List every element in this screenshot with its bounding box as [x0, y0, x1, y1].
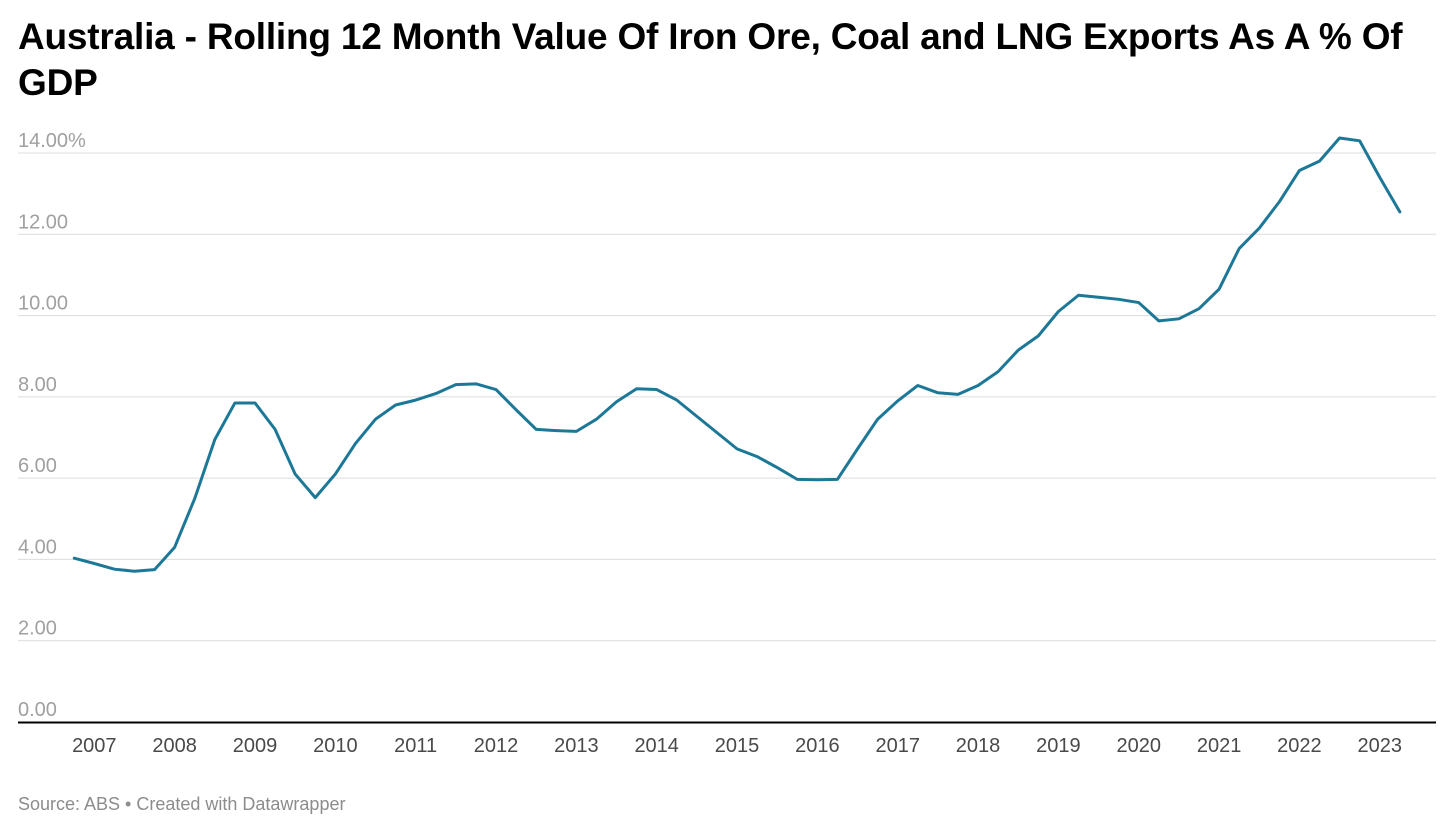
series-line [72, 136, 1402, 573]
x-tick-label: 2020 [1116, 735, 1161, 757]
y-tick-label: 0.00 [18, 699, 57, 721]
x-tick-label: 2018 [956, 735, 1001, 757]
x-tick-label: 2015 [715, 735, 760, 757]
x-tick-label: 2021 [1197, 735, 1242, 757]
source-note: Source: ABS • Created with Datawrapper [18, 794, 346, 814]
y-tick-label: 6.00 [18, 455, 57, 477]
x-tick-label: 2016 [795, 735, 840, 757]
x-tick-label: 2019 [1036, 735, 1081, 757]
x-tick-label: 2007 [72, 735, 117, 757]
x-tick-label: 2014 [634, 735, 679, 757]
chart-title: Australia - Rolling 12 Month Value Of Ir… [18, 16, 1403, 103]
y-tick-label: 12.00 [18, 211, 68, 233]
y-tick-label: 14.00% [18, 130, 86, 152]
x-tick-label: 2010 [313, 735, 358, 757]
series-layer [72, 136, 1402, 573]
x-tick-label: 2009 [233, 735, 278, 757]
x-tick-label: 2023 [1358, 735, 1403, 757]
x-tick-label: 2012 [474, 735, 519, 757]
x-axis-labels: 2007 2008 2009 2010 2011 2012 2013 2014 2015 2016… [72, 735, 1402, 757]
x-tick-label: 2008 [152, 735, 197, 757]
x-tick-label: 2017 [875, 735, 920, 757]
y-tick-label: 8.00 [18, 374, 57, 396]
y-tick-label: 2.00 [18, 618, 57, 640]
x-tick-label: 2022 [1277, 735, 1322, 757]
gridlines [18, 152, 1436, 724]
y-tick-label: 4.00 [18, 536, 57, 558]
y-axis-labels: 0.00 2.00 4.00 6.00 8.00 10.00 12.00 14.00% [18, 130, 86, 721]
x-tick-label: 2011 [394, 735, 437, 757]
x-tick-label: 2013 [554, 735, 599, 757]
y-tick-label: 10.00 [18, 293, 68, 315]
